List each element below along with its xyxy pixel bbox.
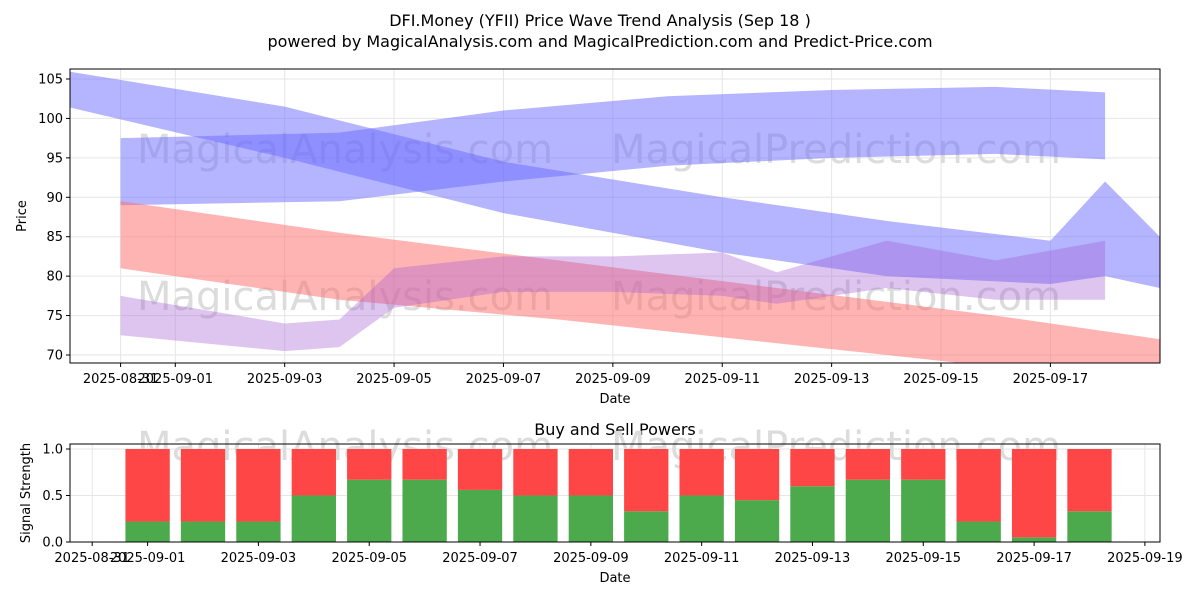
sell-bar <box>901 449 946 480</box>
sell-bar <box>1067 449 1112 512</box>
chart-title-line1: DFI.Money (YFII) Price Wave Trend Analys… <box>389 11 811 30</box>
sell-bar <box>845 449 891 480</box>
sell-bar <box>236 449 281 522</box>
signal-x-axis-label: Date <box>599 571 630 586</box>
buy-bar <box>513 495 558 542</box>
sell-bar <box>679 449 724 496</box>
price-band-red <box>120 201 1160 363</box>
price-y-tick-label: 100 <box>38 112 63 127</box>
sell-bar <box>1011 449 1057 538</box>
sell-bar <box>347 449 392 480</box>
signal-y-tick-label: 0.5 <box>42 489 63 504</box>
sell-bar <box>568 449 614 496</box>
price-x-axis-label: Date <box>599 392 630 407</box>
price-y-axis-label: Price <box>15 200 30 232</box>
price-y-tick-label: 105 <box>38 73 63 88</box>
signal-x-tick-label: 2025-09-17 <box>996 551 1072 566</box>
price-panel: MagicalAnalysis.com MagicalPrediction.co… <box>15 68 1161 407</box>
buy-bar <box>457 489 503 542</box>
price-x-tick-label: 2025-09-17 <box>1013 372 1089 387</box>
price-y-ticks: 70 75 80 85 90 95 100 105 <box>38 73 70 364</box>
price-x-tick-label: 2025-09-15 <box>903 372 979 387</box>
buy-bar <box>291 495 336 542</box>
buy-bar <box>347 479 392 542</box>
signal-y-axis-label: Signal Strength <box>19 443 34 543</box>
sell-bar <box>790 449 835 487</box>
price-band-purple <box>120 240 1106 352</box>
signal-x-tick-label: 2025-09-09 <box>553 551 629 566</box>
price-band-blue <box>70 71 1160 288</box>
buy-bar <box>901 479 946 542</box>
price-bands <box>70 71 1160 363</box>
sell-bar <box>956 449 1001 522</box>
sell-bar <box>734 449 780 501</box>
sell-bar <box>291 449 336 496</box>
sell-bar <box>457 449 503 490</box>
buy-bar <box>790 486 835 542</box>
price-x-tick-label: 2025-09-07 <box>466 372 542 387</box>
buy-bar <box>1011 537 1057 542</box>
buy-bar <box>236 521 281 542</box>
buy-bar <box>1067 511 1112 542</box>
buy-bar <box>679 495 724 542</box>
signal-x-tick-label: 2025-09-07 <box>442 551 518 566</box>
buy-bar <box>568 495 614 542</box>
signal-x-tick-label: 2025-09-03 <box>221 551 297 566</box>
signal-x-tick-label: 2025-09-19 <box>1107 551 1183 566</box>
sell-bar <box>125 449 170 522</box>
signal-panel-title: Buy and Sell Powers <box>534 420 696 439</box>
signal-bars <box>125 449 1112 542</box>
price-x-tick-label: 2025-09-13 <box>794 372 870 387</box>
buy-bar <box>956 521 1001 542</box>
sell-bar <box>624 449 669 512</box>
chart-title-line2: powered by MagicalAnalysis.com and Magic… <box>267 32 932 51</box>
price-x-tick-label: 2025-09-01 <box>138 372 214 387</box>
signal-x-tick-label: 2025-09-11 <box>664 551 740 566</box>
signal-x-tick-label: 2025-09-05 <box>331 551 407 566</box>
price-x-tick-label: 2025-08-31 <box>83 372 159 387</box>
sell-bar <box>513 449 558 496</box>
buy-bar <box>125 521 170 542</box>
signal-x-tick-label: 2025-09-15 <box>885 551 961 566</box>
price-y-tick-label: 80 <box>46 270 63 285</box>
sell-bar <box>402 449 447 480</box>
price-x-tick-label: 2025-09-03 <box>247 372 323 387</box>
price-y-tick-label: 70 <box>46 349 63 364</box>
price-x-tick-label: 2025-09-11 <box>684 372 760 387</box>
signal-x-tick-label: 2025-09-01 <box>110 551 186 566</box>
buy-bar <box>734 500 780 542</box>
price-y-tick-label: 85 <box>46 230 63 245</box>
price-y-tick-label: 90 <box>46 191 63 206</box>
signal-axes-frame <box>69 443 1161 543</box>
buy-bar <box>624 511 669 542</box>
buy-bar <box>845 479 891 542</box>
signal-x-tick-label: 2025-09-13 <box>775 551 851 566</box>
buy-bar <box>402 479 447 542</box>
signal-panel: Buy and Sell Powers MagicalAnalysis.com … <box>19 420 1183 586</box>
price-x-tick-label: 2025-09-05 <box>356 372 432 387</box>
price-x-tick-label: 2025-09-09 <box>575 372 651 387</box>
price-axes-frame <box>69 68 1161 364</box>
price-y-tick-label: 95 <box>46 151 63 166</box>
signal-y-tick-label: 0.0 <box>42 536 63 551</box>
signal-y-ticks: 0.0 0.5 1.0 <box>42 443 70 551</box>
buy-bar <box>180 521 226 542</box>
sell-bar <box>180 449 226 522</box>
signal-y-tick-label: 1.0 <box>42 443 63 458</box>
signal-x-tick-label: 2025-08-31 <box>54 551 130 566</box>
price-y-tick-label: 75 <box>46 309 63 324</box>
